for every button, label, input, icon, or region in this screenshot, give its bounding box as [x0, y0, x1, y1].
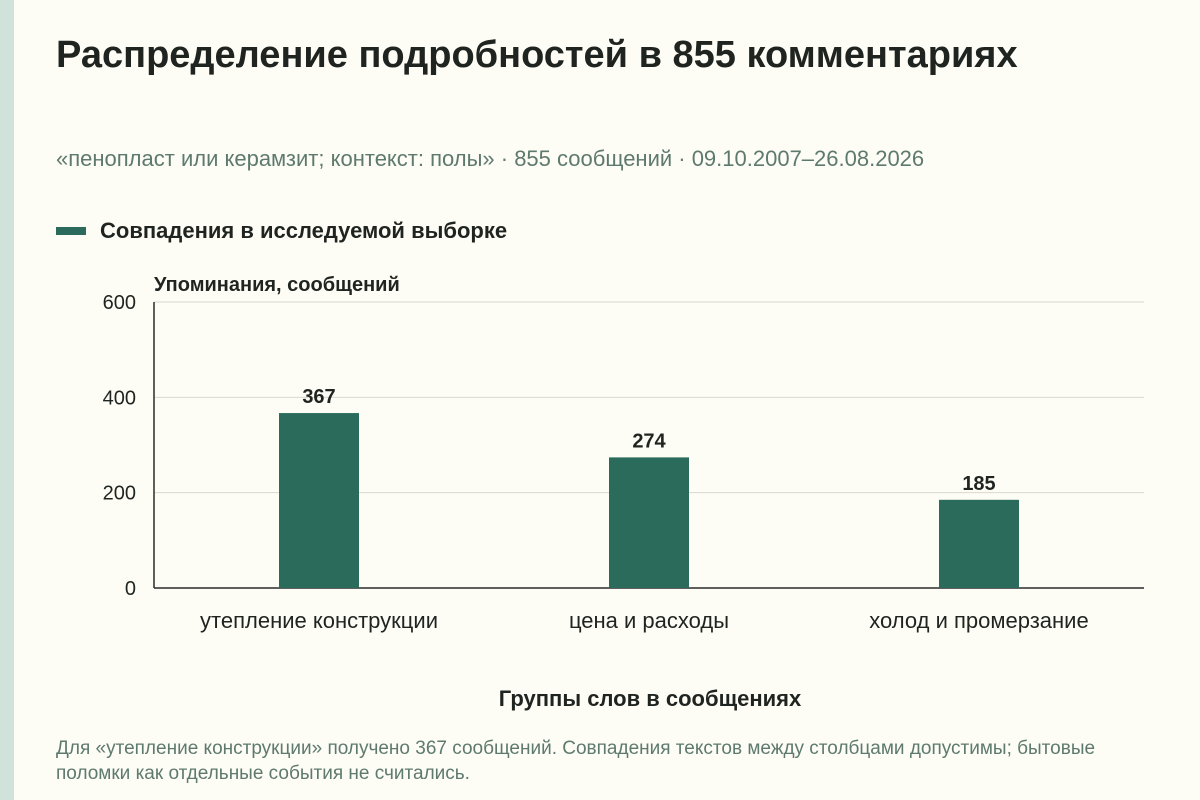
legend-swatch: [56, 227, 86, 235]
y-tick-label-0: 0: [125, 578, 136, 600]
x-tick-label-2: цена и расходы: [569, 608, 729, 633]
bar-value-label-3: 185: [962, 473, 995, 495]
legend: Совпадения в исследуемой выборке: [56, 218, 507, 244]
y-tick-label-400: 400: [103, 387, 136, 409]
x-tick-label-3: холод и промерзание: [869, 608, 1088, 633]
bar-3: [939, 499, 1019, 588]
y-axis-title: Упоминания, сообщений: [154, 274, 400, 296]
y-tick-label-600: 600: [103, 292, 136, 314]
chart-subtitle: «пенопласт или керамзит; контекст: полы»…: [56, 146, 925, 171]
y-tick-label-200: 200: [103, 483, 136, 505]
legend-label: Совпадения в исследуемой выборке: [100, 218, 508, 243]
x-tick-label-1: утепление конструкции: [200, 608, 438, 633]
bar-value-label-1: 367: [302, 386, 335, 408]
footnote: Для «утепление конструкции» получено 367…: [56, 738, 1096, 784]
chart-title: Распределение подробностей в 855 коммент…: [56, 34, 1018, 76]
bar-value-label-2: 274: [632, 430, 666, 452]
left-accent-stripe: [0, 0, 14, 800]
x-axis-title: Группы слов в сообщениях: [498, 686, 802, 711]
bar-1: [279, 413, 359, 588]
bar-2: [609, 457, 689, 588]
